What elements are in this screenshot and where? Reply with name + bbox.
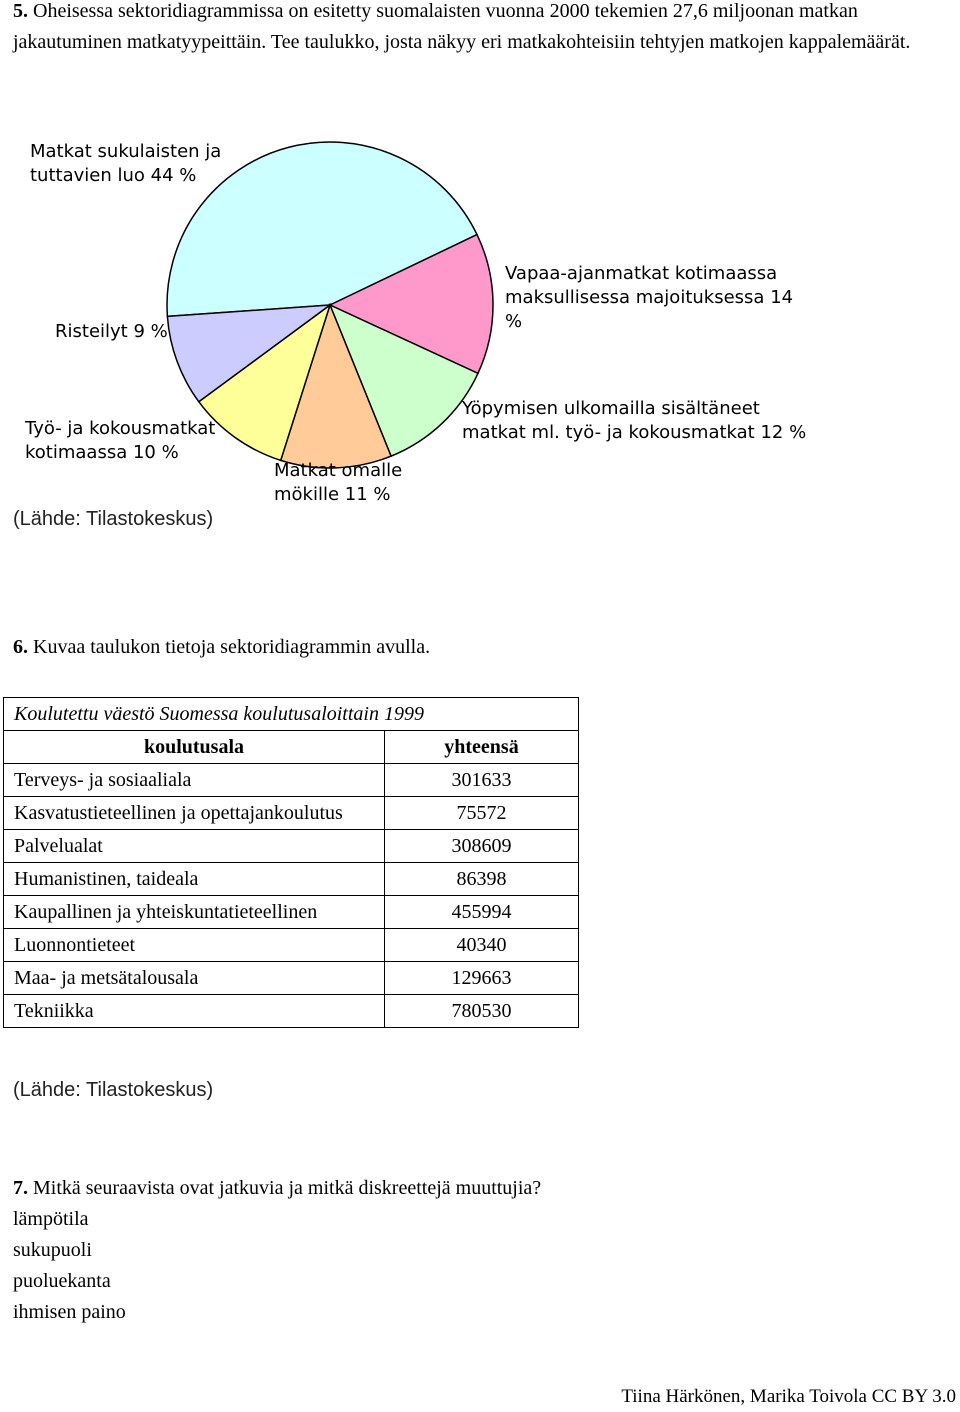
pie-label: Matkat sukulaisten ja tuttavien luo 44 %: [30, 140, 230, 188]
table-row: Luonnontieteet 40340: [3, 928, 579, 962]
pie-label: Vapaa-ajanmatkat kotimaassa maksullisess…: [505, 262, 815, 334]
table-header: koulutusala: [3, 730, 385, 764]
table-cell: Terveys- ja sosiaaliala: [3, 763, 385, 797]
question-6: 6. Kuvaa taulukon tietoja sektoridiagram…: [13, 632, 943, 663]
pie-slice: [328, 233, 494, 375]
category-label: Risteilyt: [55, 321, 128, 342]
table-cell: Tekniikka: [3, 994, 385, 1028]
table-cell: 308609: [384, 829, 579, 863]
category-label: Työ- ja kokousmatkat kotimaassa: [25, 418, 216, 463]
value-label: 44 %: [150, 165, 197, 186]
cell-text: Kasvatustieteellinen ja opettajankoulutu…: [14, 802, 343, 824]
pie-label: Työ- ja kokousmatkat kotimaassa 10 %: [25, 417, 235, 465]
table-row: Terveys- ja sosiaaliala 301633: [3, 763, 579, 797]
pie-label: Yöpymisen ulkomailla sisältäneet matkat …: [462, 397, 822, 445]
table-header: yhteensä: [384, 730, 579, 764]
item-list: lämpötila sukupuoli puoluekanta ihmisen pai…: [13, 1204, 943, 1328]
question-text: Oheisessa sektoridiagrammissa on esitett…: [13, 0, 911, 53]
question-number: 7.: [13, 1177, 28, 1199]
value-label: 9 %: [133, 321, 168, 342]
table-cell: 40340: [384, 928, 579, 962]
pie-chart: [166, 141, 494, 469]
table-row: Tekniikka 780530: [3, 994, 579, 1028]
list-item: ihmisen paino: [13, 1301, 126, 1323]
value-label: 14 %: [505, 287, 794, 332]
category-label: Matkat sukulaisten ja tuttavien luo: [30, 141, 222, 186]
table-cell: 455994: [384, 895, 579, 929]
table-cell: 129663: [384, 961, 579, 995]
list-item: sukupuoli: [13, 1239, 92, 1261]
pie-label: Risteilyt 9 %: [55, 320, 195, 344]
table-cell: 301633: [384, 763, 579, 797]
footer: Tiina Härkönen, Marika Toivola CC BY 3.0: [621, 1386, 956, 1407]
pie-slice: [279, 302, 393, 469]
source: (Lähde: Tilastokeskus): [13, 508, 214, 530]
table-row: Humanistinen, taideala 86398: [3, 862, 579, 896]
table-row: Kasvatustieteellinen ja opettajankoulutu…: [3, 796, 579, 830]
table-row: Kaupallinen ja yhteiskuntatieteellinen 45…: [3, 895, 579, 929]
data-table: Koulutettu väestö Suomessa koulutusaloit…: [3, 697, 579, 1028]
table-title: Koulutettu väestö Suomessa koulutusaloit…: [3, 697, 579, 731]
question-number: 5.: [13, 0, 28, 22]
source: (Lähde: Tilastokeskus): [13, 1079, 214, 1101]
value-label: 11 %: [344, 484, 391, 505]
table-cell: Luonnontieteet: [3, 928, 385, 962]
table-cell: 86398: [384, 862, 579, 896]
table-cell: 780530: [384, 994, 579, 1028]
pie-slice: [166, 141, 479, 318]
list-item: puoluekanta: [13, 1270, 111, 1292]
question-7: 7. Mitkä seuraavista ovat jatkuvia ja mi…: [13, 1173, 943, 1328]
table-row: Maa- ja metsätalousala 129663: [3, 961, 579, 995]
pie-slice: [197, 303, 332, 462]
table-cell: Humanistinen, taideala: [3, 862, 385, 896]
value-label: 10 %: [132, 442, 179, 463]
table-row: Palvelualat 308609: [3, 829, 579, 863]
category-label: Yöpymisen ulkomailla sisältäneet matkat …: [462, 398, 760, 443]
table-cell: 75572: [384, 796, 579, 830]
question-text: Mitkä seuraavista ovat jatkuvia ja mitkä…: [33, 1177, 542, 1199]
question-text: Kuvaa taulukon tietoja sektoridiagrammin…: [33, 636, 431, 658]
table-cell: Maa- ja metsätalousala: [3, 961, 385, 995]
table-cell: Palvelualat: [3, 829, 385, 863]
value-label: 12 %: [760, 422, 807, 443]
table-cell: Kasvatustieteellinen ja opettajankoulutu…: [3, 796, 385, 830]
pie-slice: [328, 303, 479, 458]
category-label: Matkat omalle mökille: [274, 460, 403, 505]
pie-slice: [166, 304, 333, 403]
list-item: lämpötila: [13, 1208, 89, 1230]
table-cell: Kaupallinen ja yhteiskuntatieteellinen: [3, 895, 385, 929]
category-label: Vapaa-ajanmatkat kotimaassa maksullisess…: [505, 263, 778, 308]
pie-label: Matkat omalle mökille 11 %: [274, 459, 414, 507]
question-5: 5. Oheisessa sektoridiagrammissa on esit…: [13, 0, 943, 58]
question-number: 6.: [13, 636, 28, 658]
